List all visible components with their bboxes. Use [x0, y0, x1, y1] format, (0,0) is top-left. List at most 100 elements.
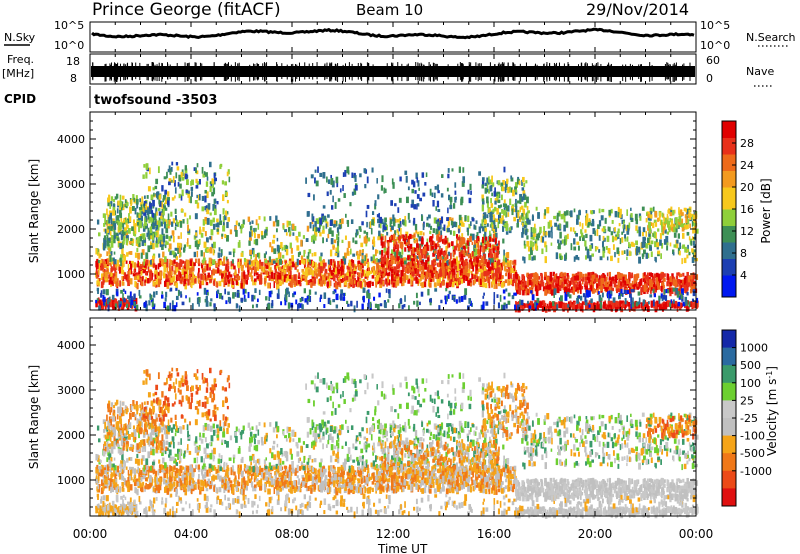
power-cell: [128, 269, 130, 273]
power-cell: [437, 262, 440, 268]
power-cell: [675, 227, 678, 233]
power-cell: [650, 286, 654, 291]
power-cell: [166, 191, 170, 197]
power-cell: [123, 272, 127, 280]
power-cell: [647, 278, 650, 285]
power-cell: [482, 226, 485, 232]
power-cell: [585, 273, 588, 277]
power-cell: [566, 282, 569, 289]
power-cell: [484, 258, 487, 264]
power-cell: [619, 208, 622, 215]
power-cell: [358, 226, 362, 231]
power-cell: [504, 279, 508, 284]
power-cell: [347, 273, 350, 277]
power-cell: [274, 264, 277, 270]
power-cell: [202, 274, 206, 281]
power-cell: [127, 263, 130, 270]
power-cell: [336, 276, 340, 281]
power-cell: [144, 217, 146, 225]
power-cell: [408, 268, 411, 273]
power-cell: [350, 278, 354, 284]
power-cell: [598, 208, 601, 214]
power-cell: [322, 237, 324, 244]
power-cell: [408, 248, 411, 252]
power-cell: [188, 244, 192, 249]
power-cell: [491, 264, 494, 270]
power-cell: [112, 236, 116, 244]
power-cell: [401, 234, 404, 239]
power-cell: [263, 277, 266, 285]
power-cell: [275, 215, 278, 223]
power-cell: [489, 179, 493, 185]
power-cell: [192, 272, 194, 279]
power-cell: [505, 252, 507, 258]
power-cell: [221, 261, 224, 266]
power-cell: [389, 235, 392, 240]
power-cell: [152, 222, 155, 230]
power-cell: [273, 272, 276, 280]
power-cell: [290, 282, 293, 288]
power-cell: [138, 270, 141, 275]
power-cell: [562, 285, 565, 291]
power-cell: [259, 275, 263, 280]
power-cell: [371, 219, 375, 226]
power-cell: [218, 269, 222, 276]
power-cell: [110, 196, 114, 201]
power-cell: [250, 255, 252, 260]
power-cell: [650, 240, 654, 245]
power-cell: [381, 257, 385, 264]
power-cell: [489, 230, 491, 235]
power-cell: [664, 229, 667, 234]
power-cell: [522, 208, 526, 215]
power-cell: [314, 268, 318, 276]
power-cell: [546, 281, 550, 288]
power-cell: [110, 241, 114, 248]
power-cell: [419, 197, 423, 202]
power-cell: [655, 301, 658, 306]
power-cell: [517, 275, 520, 281]
power-cell: [265, 251, 268, 255]
power-cell: [502, 179, 505, 186]
power-cell: [563, 279, 567, 285]
power-cell: [573, 208, 576, 213]
power-cell: [261, 235, 264, 240]
power-cell: [145, 252, 149, 260]
power-cell: [147, 278, 150, 284]
power-cell: [614, 274, 617, 279]
power-cell: [473, 239, 476, 245]
power-cell: [478, 249, 480, 257]
power-cell: [187, 279, 190, 286]
power-cell: [671, 287, 674, 295]
power-cell: [110, 266, 113, 272]
power-cell: [509, 186, 511, 193]
power-cell: [209, 219, 213, 226]
power-cell: [264, 259, 268, 263]
power-cell: [184, 173, 188, 180]
power-cell: [132, 229, 135, 236]
power-cell: [407, 255, 410, 261]
power-cell: [275, 260, 279, 266]
power-cell: [433, 192, 436, 199]
power-cell: [209, 181, 213, 185]
power-cell: [636, 286, 640, 290]
power-cell: [437, 252, 440, 256]
power-cell: [186, 218, 189, 225]
power-cell: [474, 244, 476, 248]
power-cell: [245, 279, 248, 285]
power-cell: [151, 233, 154, 241]
power-cell: [227, 217, 231, 222]
power-cell: [186, 259, 190, 267]
power-cell: [416, 247, 419, 254]
power-cell: [455, 239, 458, 247]
power-cell: [618, 222, 621, 227]
power-cell: [515, 279, 518, 286]
power-cell: [181, 268, 185, 276]
power-cell: [144, 222, 148, 226]
power-cell: [154, 220, 157, 226]
power-cell: [185, 273, 188, 279]
power-cell: [122, 305, 125, 309]
power-cell: [375, 279, 378, 286]
power-cell: [572, 289, 575, 295]
power-cell: [399, 241, 402, 246]
power-cell: [667, 274, 670, 281]
